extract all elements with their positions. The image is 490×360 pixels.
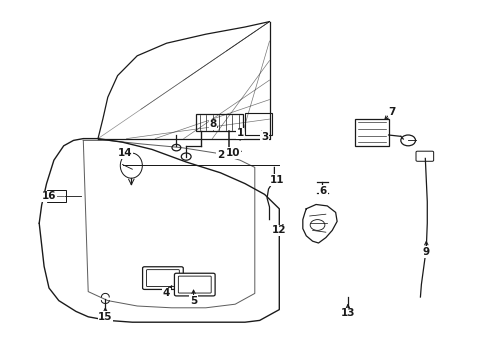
Text: 13: 13 xyxy=(341,308,355,318)
FancyBboxPatch shape xyxy=(47,190,66,202)
FancyBboxPatch shape xyxy=(147,270,179,287)
Text: 2: 2 xyxy=(217,150,224,160)
Text: 15: 15 xyxy=(98,312,113,322)
Text: 12: 12 xyxy=(272,225,287,235)
Text: 3: 3 xyxy=(261,132,268,142)
FancyBboxPatch shape xyxy=(245,113,272,135)
Text: 11: 11 xyxy=(270,175,284,185)
FancyBboxPatch shape xyxy=(174,273,215,296)
FancyBboxPatch shape xyxy=(143,267,183,289)
Text: 4: 4 xyxy=(163,288,171,298)
Text: 6: 6 xyxy=(320,186,327,196)
Text: 14: 14 xyxy=(118,148,132,158)
Text: 5: 5 xyxy=(190,296,197,306)
Text: 8: 8 xyxy=(210,119,217,129)
Ellipse shape xyxy=(121,153,143,178)
FancyBboxPatch shape xyxy=(355,119,389,146)
Text: 7: 7 xyxy=(388,107,396,117)
FancyBboxPatch shape xyxy=(196,114,243,131)
FancyBboxPatch shape xyxy=(416,151,434,161)
Text: 10: 10 xyxy=(225,148,240,158)
Text: 9: 9 xyxy=(423,247,430,257)
FancyBboxPatch shape xyxy=(178,276,211,293)
Text: 16: 16 xyxy=(42,191,56,201)
Text: 1: 1 xyxy=(237,128,244,138)
